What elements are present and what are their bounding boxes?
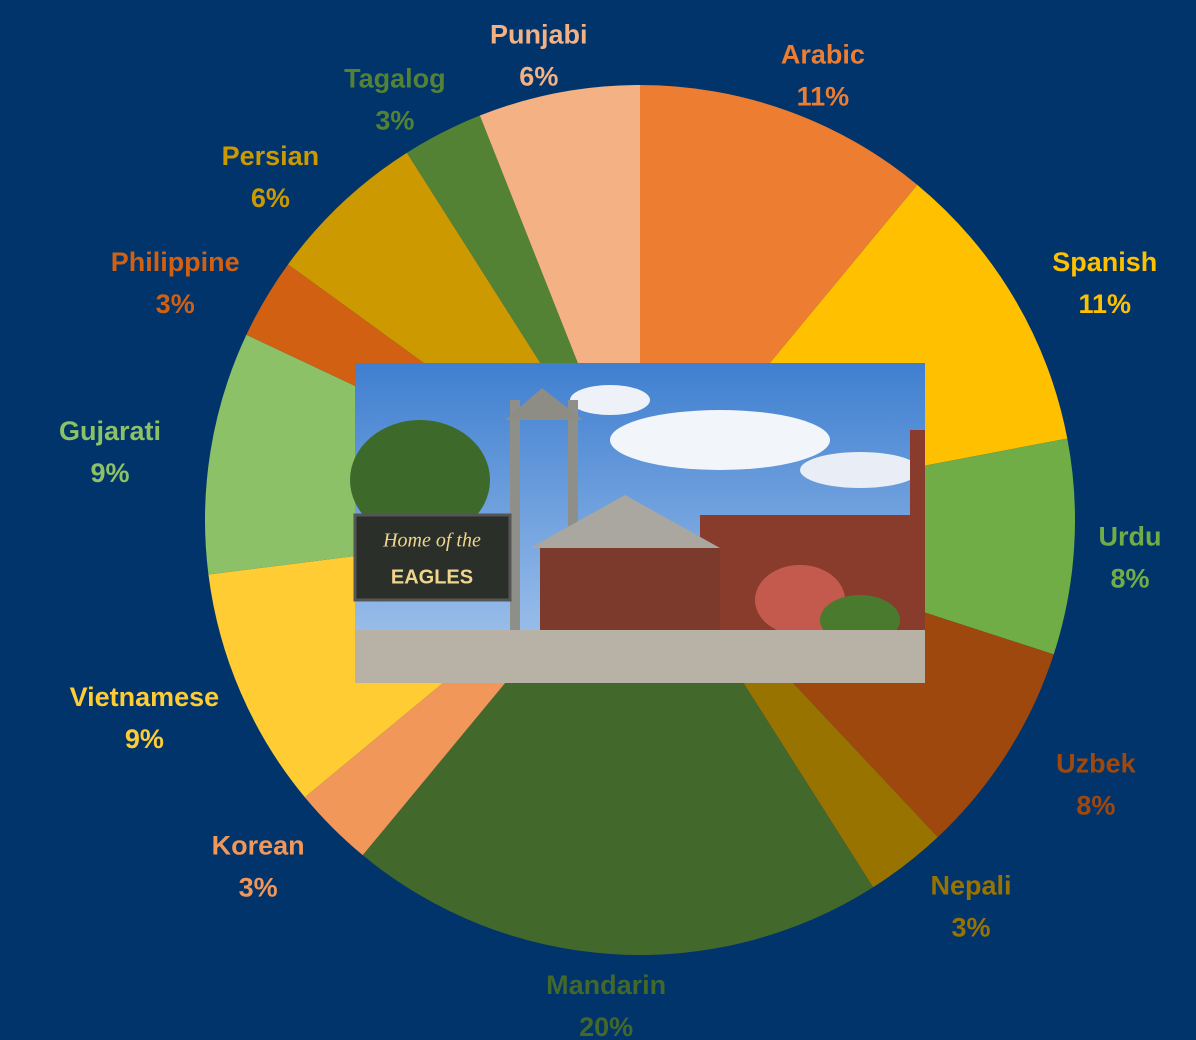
cloud [800, 452, 920, 488]
category-label: Vietnamese [70, 682, 220, 712]
value-label: 3% [156, 289, 195, 319]
category-label: Spanish [1052, 247, 1157, 277]
value-label: 3% [375, 105, 414, 135]
sign-text: EAGLES [391, 566, 473, 588]
value-label: 8% [1110, 563, 1149, 593]
value-label: 6% [519, 62, 558, 92]
cloud [570, 385, 650, 415]
pavement [355, 630, 925, 683]
category-label: Urdu [1099, 521, 1162, 551]
entry [540, 548, 720, 630]
school-photo: Home of the EAGLES [350, 363, 925, 683]
value-label: 6% [251, 183, 290, 213]
value-label: 11% [1079, 289, 1132, 319]
category-label: Philippine [111, 247, 240, 277]
value-label: 8% [1076, 790, 1115, 820]
value-label: 9% [125, 724, 164, 754]
category-label: Tagalog [344, 63, 446, 93]
sign-text: Home of the [382, 530, 481, 552]
value-label: 3% [951, 912, 990, 942]
value-label: 11% [797, 82, 850, 112]
chart: Arabic 11% Spanish 11% Urdu 8% Uzbek 8% Nepali 3%… [0, 0, 1196, 1040]
building [910, 430, 925, 630]
category-label: Persian [222, 141, 320, 171]
cloud [610, 410, 830, 470]
value-label: 3% [239, 873, 278, 903]
category-label: Korean [212, 831, 305, 861]
category-label: Nepali [930, 870, 1011, 900]
value-label: 20% [579, 1012, 633, 1040]
category-label: Gujarati [59, 416, 161, 446]
value-label: 9% [90, 458, 129, 488]
category-label: Mandarin [546, 970, 666, 1000]
category-label: Uzbek [1056, 748, 1137, 778]
category-label: Punjabi [490, 20, 588, 50]
category-label: Arabic [781, 40, 865, 70]
